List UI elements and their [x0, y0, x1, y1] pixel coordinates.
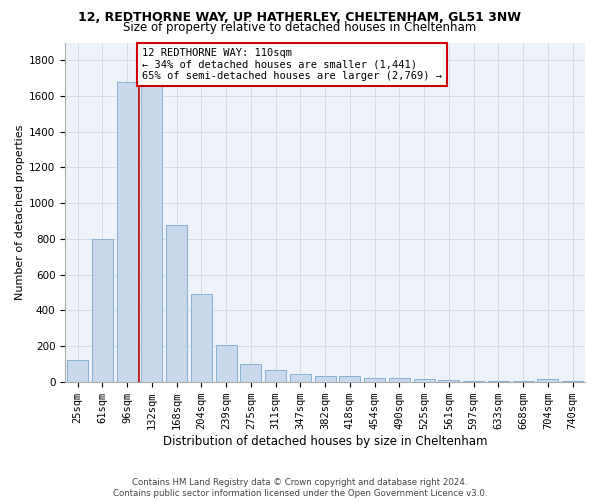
Text: Size of property relative to detached houses in Cheltenham: Size of property relative to detached ho… — [124, 22, 476, 35]
Bar — [439, 380, 460, 382]
Bar — [463, 381, 484, 382]
Text: 12, REDTHORNE WAY, UP HATHERLEY, CHELTENHAM, GL51 3NW: 12, REDTHORNE WAY, UP HATHERLEY, CHELTEN… — [79, 11, 521, 24]
Bar — [92, 239, 113, 382]
Bar — [240, 364, 262, 382]
Bar — [67, 360, 88, 382]
Bar — [116, 82, 137, 382]
X-axis label: Distribution of detached houses by size in Cheltenham: Distribution of detached houses by size … — [163, 434, 487, 448]
Bar — [166, 224, 187, 382]
Text: 12 REDTHORNE WAY: 110sqm
← 34% of detached houses are smaller (1,441)
65% of sem: 12 REDTHORNE WAY: 110sqm ← 34% of detach… — [142, 48, 442, 81]
Text: Contains HM Land Registry data © Crown copyright and database right 2024.
Contai: Contains HM Land Registry data © Crown c… — [113, 478, 487, 498]
Bar — [562, 381, 583, 382]
Bar — [340, 376, 361, 382]
Bar — [215, 345, 236, 382]
Bar — [364, 378, 385, 382]
Bar — [141, 82, 163, 382]
Bar — [488, 381, 509, 382]
Bar — [314, 376, 335, 382]
Y-axis label: Number of detached properties: Number of detached properties — [15, 124, 25, 300]
Bar — [538, 378, 559, 382]
Bar — [290, 374, 311, 382]
Bar — [413, 379, 434, 382]
Bar — [265, 370, 286, 382]
Bar — [512, 381, 533, 382]
Bar — [389, 378, 410, 382]
Bar — [191, 294, 212, 382]
